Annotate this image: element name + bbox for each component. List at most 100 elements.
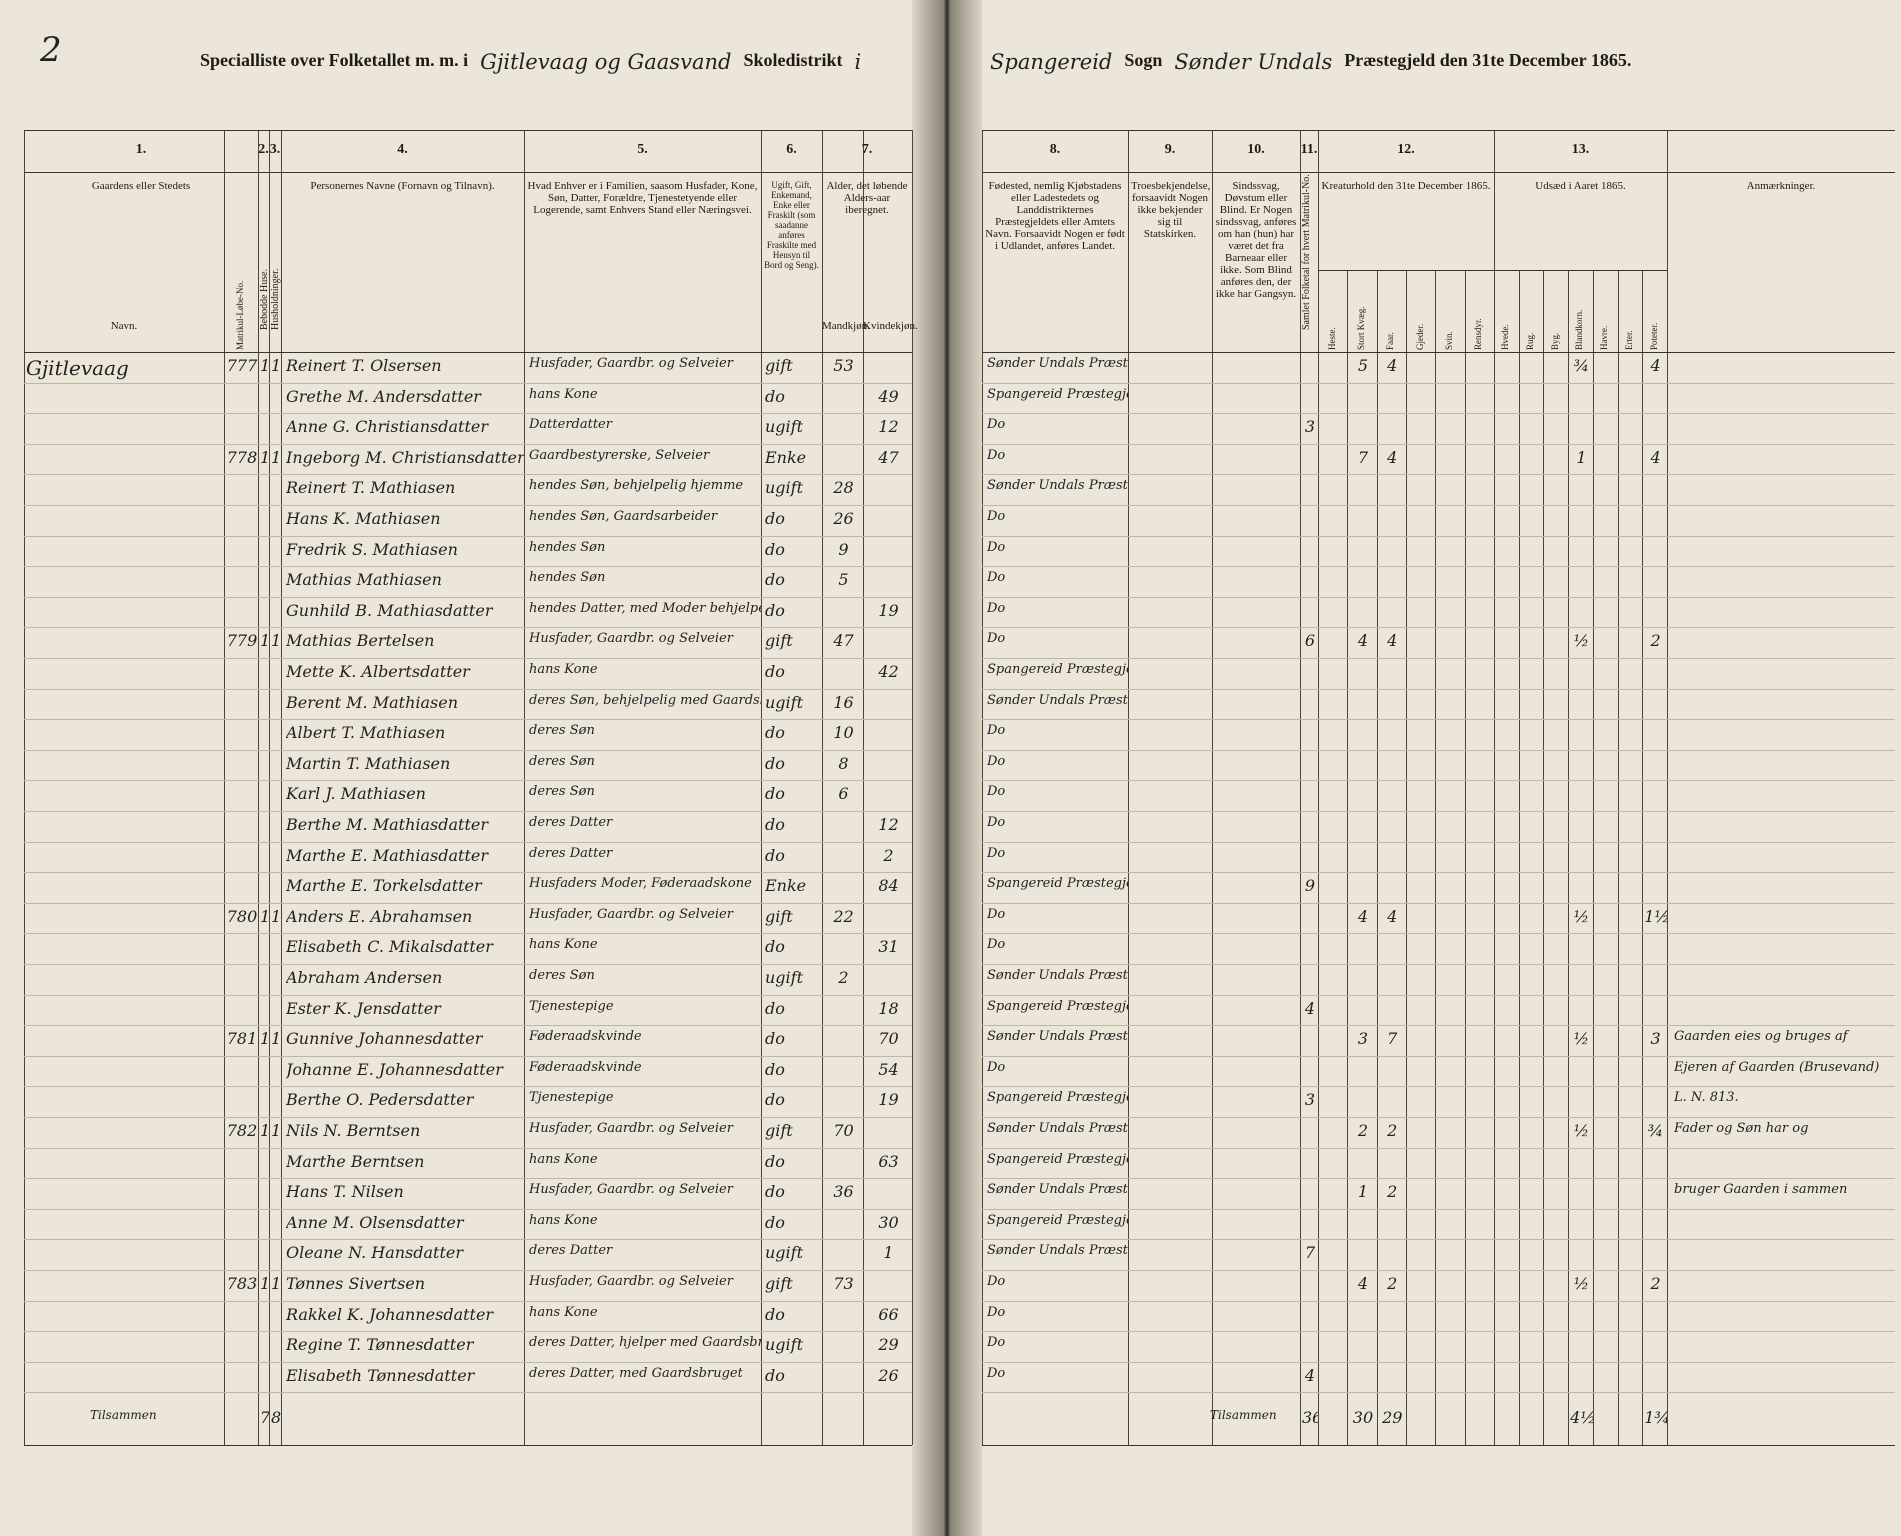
cell-af: 63 xyxy=(878,1151,899,1171)
cell-s: hendes Datter, med Moder behjelpelig xyxy=(529,600,761,616)
row-rule xyxy=(982,780,1895,782)
cell-n: Marthe E. Torkelsdatter xyxy=(286,876,482,896)
cell-t: 6 xyxy=(1304,631,1316,651)
cell-am: 70 xyxy=(833,1121,854,1140)
cell-faar: 29 xyxy=(1382,1408,1403,1428)
cell-f: Do xyxy=(987,600,1006,616)
row-rule xyxy=(24,719,912,721)
row-rule xyxy=(982,443,1895,445)
cell-m: 778 xyxy=(226,447,258,467)
cell-faar: 7 xyxy=(1387,1029,1398,1049)
column-number: 7. xyxy=(861,142,873,157)
cell-n: Mathias Bertelsen xyxy=(286,631,435,651)
cell-am: 22 xyxy=(833,906,854,926)
column-label: Fødested, nemlig Kjøbstadens eller Lades… xyxy=(985,180,1125,252)
cell-n: Marthe E. Mathiasdatter xyxy=(286,845,488,865)
column-rule xyxy=(1212,130,1213,1446)
cell-n: Fredrik S. Mathiasen xyxy=(286,539,458,559)
cell-c: ugift xyxy=(765,968,804,987)
cell-c: do xyxy=(765,1182,785,1202)
spine xyxy=(912,0,982,1536)
sub-rule xyxy=(1318,270,1667,271)
title-part: i xyxy=(854,50,862,74)
cell-am: 53 xyxy=(833,356,854,375)
cell-r: Ejeren af Gaarden (Brusevand) xyxy=(1674,1059,1880,1075)
column-rule xyxy=(1128,130,1129,1446)
cell-af: 26 xyxy=(878,1365,899,1385)
cell-af: 2 xyxy=(883,845,894,865)
column-label: Udsæd i Aaret 1865. xyxy=(1535,180,1626,192)
cell-t: 9 xyxy=(1304,876,1316,896)
cell-f: Do xyxy=(987,1365,1006,1381)
column-label: Sindssvag, Døvstum eller Blind. Er Nogen… xyxy=(1215,180,1297,300)
cell-f: Do xyxy=(987,906,1006,922)
cell-n: Oleane N. Hansdatter xyxy=(286,1243,464,1263)
cell-n: Ingeborg M. Christiansdatter xyxy=(286,447,524,467)
cell-c: ugift xyxy=(765,1335,804,1355)
cell-s: hans Kone xyxy=(529,1151,598,1167)
column-rule xyxy=(863,130,864,1446)
sub-label: Blandkorn. xyxy=(1574,309,1585,350)
cell-m: 780 xyxy=(226,906,258,926)
cell-faar: 2 xyxy=(1387,1182,1398,1202)
cell-f: Do xyxy=(987,937,1006,953)
cell-s: deres Søn xyxy=(529,753,595,769)
cell-n: Mathias Mathiasen xyxy=(286,570,442,590)
sub-label: Heste. xyxy=(1326,327,1337,350)
column-rule xyxy=(1464,270,1466,1446)
cell-kvaeg: 30 xyxy=(1352,1408,1374,1428)
cell-s: Husfader, Gaardbr. og Selveier xyxy=(529,1121,733,1136)
sub-label: Svin. xyxy=(1443,331,1454,350)
cell-f: Do xyxy=(987,1335,1006,1351)
cell-n: Johanne E. Johannesdatter xyxy=(286,1059,503,1079)
column-rule xyxy=(269,130,270,1446)
cell-s: deres Datter xyxy=(529,845,613,861)
footer-rule xyxy=(24,1445,912,1447)
row-rule xyxy=(982,1392,1895,1394)
row-rule xyxy=(24,627,912,629)
row-rule xyxy=(982,1270,1895,1271)
column-label: Gaardens eller Stedets xyxy=(91,180,191,192)
cell-b: 1 xyxy=(260,907,269,926)
cell-kvaeg: 5 xyxy=(1357,356,1369,375)
cell-c: gift xyxy=(765,1121,793,1140)
cell-t: 3 xyxy=(1304,1090,1316,1110)
column-rule xyxy=(1667,130,1668,1446)
cell-f: Do xyxy=(987,1304,1006,1320)
cell-s: Gaardbestyrerske, Selveier xyxy=(529,447,710,463)
cell-t: 7 xyxy=(1304,1243,1316,1263)
row-rule xyxy=(24,505,912,506)
cell-poteter: 1½ xyxy=(1644,906,1667,926)
cell-faar: 2 xyxy=(1387,1274,1398,1293)
cell-faar: 4 xyxy=(1387,356,1398,375)
cell-kvaeg: 4 xyxy=(1357,631,1369,651)
cell-am: 73 xyxy=(833,1274,854,1293)
cell-s: Føderaadskvinde xyxy=(529,1059,642,1075)
cell-kvaeg: 4 xyxy=(1357,906,1369,926)
cell-n: Ester K. Jensdatter xyxy=(286,998,441,1018)
cell-am: 26 xyxy=(833,509,854,528)
cell-r: bruger Gaarden i sammen xyxy=(1674,1182,1848,1198)
cell-c: Enke xyxy=(765,447,807,467)
cell-blandkorn: ½ xyxy=(1573,1121,1590,1140)
column-rule xyxy=(258,130,259,1446)
cell-kvaeg: 1 xyxy=(1357,1182,1369,1202)
column-number: 13. xyxy=(1571,142,1590,157)
cell-f: Sønder Undals Præstegjeld xyxy=(987,1029,1128,1045)
cell-am: 5 xyxy=(838,570,849,590)
footer-rule xyxy=(982,1445,1895,1447)
title-part: Præstegjeld den 31te December 1865. xyxy=(1344,50,1632,70)
cell-c: do xyxy=(765,386,785,406)
row-rule xyxy=(24,780,912,782)
cell-f: Spangereid Præstegjeld xyxy=(987,876,1128,892)
row-rule xyxy=(24,413,912,415)
column-label: Husholdninger. xyxy=(270,268,281,330)
row-rule xyxy=(982,1208,1895,1210)
cell-s: Husfader, Gaardbr. og Selveier xyxy=(529,906,733,922)
row-rule xyxy=(982,1178,1895,1180)
cell-b: 7 xyxy=(260,1408,269,1427)
cell-s: deres Søn xyxy=(529,723,595,739)
cell-h: 1 xyxy=(271,1029,281,1049)
column-label: Bebodde Huse. xyxy=(259,268,270,330)
row-rule xyxy=(24,1055,912,1057)
